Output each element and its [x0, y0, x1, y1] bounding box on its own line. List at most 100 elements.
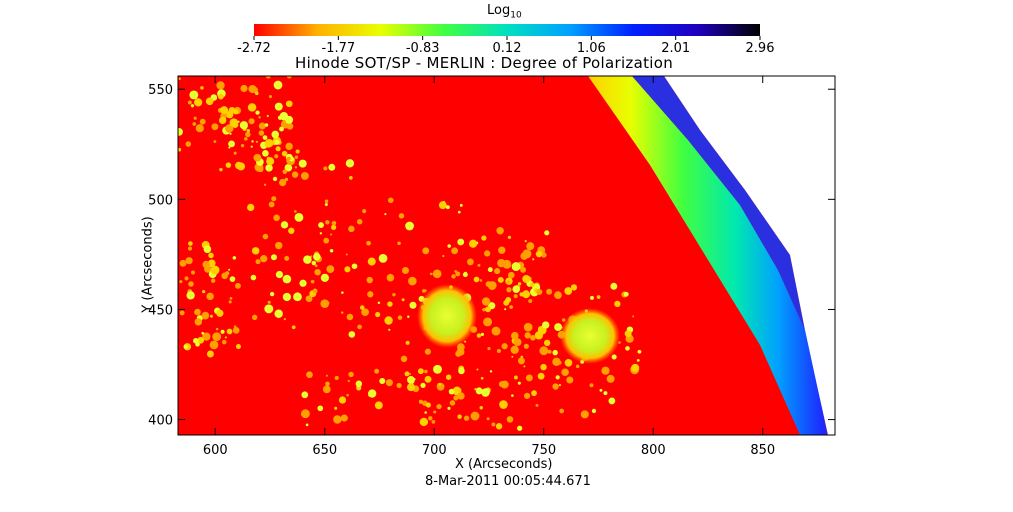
plage-speckle	[384, 213, 387, 216]
plage-speckle	[401, 298, 405, 302]
plage-speckle	[235, 282, 241, 289]
plage-speckle	[294, 166, 298, 169]
sunspot-right	[560, 308, 620, 364]
plage-speckle	[268, 201, 275, 208]
plage-speckle	[262, 233, 269, 240]
colorbar	[254, 24, 760, 36]
plage-speckle	[240, 84, 248, 93]
plage-speckle	[580, 410, 589, 419]
plage-speckle	[219, 167, 223, 172]
plage-speckle	[408, 372, 411, 376]
plage-speckle	[487, 267, 493, 273]
plage-speckle	[326, 301, 330, 305]
plage-speckle	[283, 318, 287, 321]
plage-speckle	[481, 388, 490, 397]
plage-speckle	[424, 369, 428, 374]
colorbar-tick-label: 2.96	[746, 41, 775, 56]
plage-speckle	[482, 307, 486, 312]
plage-speckle	[405, 340, 410, 345]
plage-speckle	[384, 316, 393, 325]
plage-speckle	[590, 295, 594, 300]
plage-speckle	[299, 279, 307, 287]
plage-speckle	[481, 235, 487, 241]
plage-speckle	[326, 265, 335, 274]
plage-speckle	[323, 279, 326, 282]
plage-speckle	[575, 364, 580, 369]
plage-speckle	[245, 131, 251, 138]
plage-speckle	[379, 377, 386, 385]
plage-speckle	[194, 98, 203, 107]
plage-speckle	[611, 354, 617, 360]
plage-speckle	[264, 304, 274, 314]
plage-speckle	[253, 153, 262, 162]
plage-speckle	[246, 128, 251, 133]
plage-speckle	[220, 329, 225, 334]
plage-speckle	[331, 224, 337, 231]
plage-speckle	[280, 221, 289, 229]
plage-speckle	[596, 295, 601, 299]
plage-speckle	[486, 417, 490, 421]
plage-speckle	[301, 391, 309, 399]
plage-speckle	[348, 225, 355, 233]
plage-speckle	[311, 260, 317, 266]
plage-speckle	[348, 331, 356, 338]
plage-speckle	[294, 210, 297, 213]
plage-speckle	[330, 233, 333, 236]
plage-speckle	[591, 408, 597, 414]
plage-speckle	[340, 311, 344, 314]
plage-speckle	[185, 257, 193, 265]
plage-speckle	[228, 146, 231, 149]
plage-speckle	[397, 241, 401, 246]
plage-speckle	[210, 278, 216, 283]
plage-speckle	[457, 392, 465, 400]
plage-speckle	[190, 270, 195, 275]
plage-speckle	[407, 315, 410, 318]
plage-speckle	[491, 422, 496, 427]
plage-speckle	[210, 265, 220, 275]
plage-speckle	[194, 318, 202, 326]
plage-speckle	[506, 287, 512, 293]
plage-speckle	[237, 120, 240, 123]
plage-speckle	[206, 350, 214, 358]
y-axis-ticks: 400 450 500 550	[148, 83, 835, 429]
plage-speckle	[212, 332, 222, 342]
plage-speckle	[481, 297, 491, 306]
plage-speckle	[625, 346, 630, 351]
plage-speckle	[202, 332, 211, 341]
off-limb-region	[588, 76, 826, 435]
plage-speckle	[202, 289, 206, 294]
plage-speckle	[200, 86, 204, 90]
plage-speckle	[258, 130, 265, 136]
plage-speckle	[479, 279, 483, 282]
plage-speckle	[236, 162, 246, 171]
plage-speckle	[374, 368, 380, 374]
x-tick-label: 750	[531, 443, 556, 458]
plage-speckle	[167, 140, 173, 146]
plage-speckle	[497, 276, 504, 283]
plage-speckle	[554, 291, 562, 300]
plage-speckle	[631, 363, 640, 373]
plage-speckle	[491, 326, 501, 336]
colorbar-tick-label: 0.12	[493, 41, 522, 56]
plage-speckle	[233, 151, 237, 155]
plage-speckle	[178, 77, 179, 80]
plage-speckle	[320, 299, 330, 308]
plage-speckle	[265, 164, 273, 172]
plage-speckle	[400, 355, 408, 363]
plage-speckle	[208, 252, 214, 259]
plage-speckle	[250, 145, 253, 148]
plage-speckle	[338, 396, 347, 404]
plage-speckle	[240, 143, 245, 148]
plage-speckle	[319, 232, 323, 235]
plage-speckle	[262, 135, 268, 140]
plage-speckle	[480, 332, 485, 337]
plage-speckle	[255, 259, 261, 265]
plage-speckle	[194, 308, 201, 316]
plage-speckle	[286, 76, 292, 79]
plage-speckle	[211, 123, 219, 131]
plage-speckle	[523, 322, 533, 332]
plage-speckle	[480, 376, 484, 380]
plage-speckle	[385, 379, 393, 387]
plage-speckle	[507, 235, 512, 239]
colorbar-tick-label: -1.77	[322, 41, 356, 56]
